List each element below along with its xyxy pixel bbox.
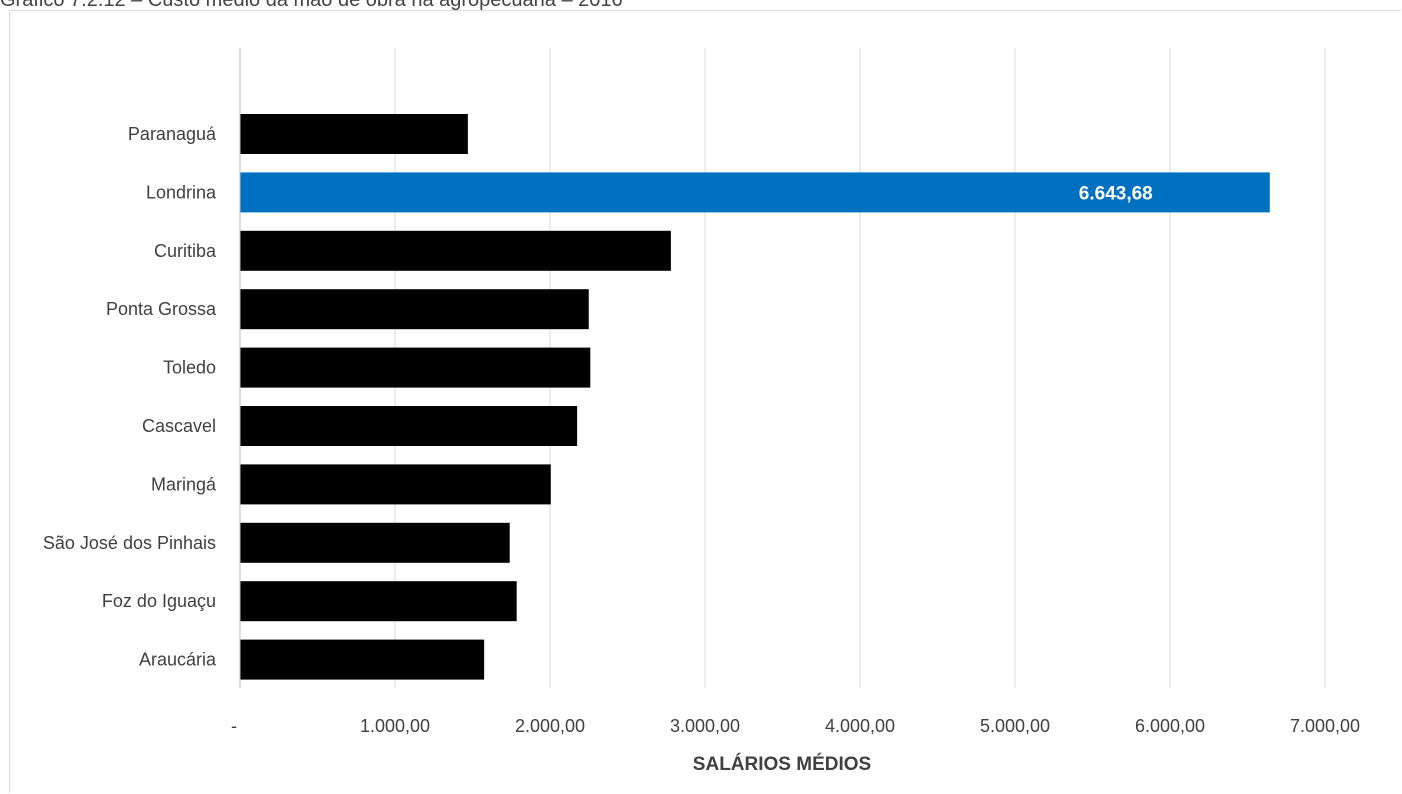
category-label: Maringá (151, 474, 217, 494)
x-tick-label: 2.000,00 (515, 716, 585, 736)
chart-frame (9, 10, 1401, 793)
bar (240, 464, 551, 505)
bar (240, 172, 1270, 213)
category-label: Paranaguá (128, 124, 217, 144)
category-label: Foz do Iguaçu (102, 591, 216, 611)
x-tick-label: 1.000,00 (360, 716, 430, 736)
bar (240, 347, 591, 388)
data-labels: 6.643,68 (1079, 183, 1153, 204)
category-label: Toledo (163, 358, 216, 378)
bar (240, 581, 517, 622)
x-tick-label: 7.000,00 (1290, 716, 1360, 736)
bar (240, 114, 468, 154)
category-label: Curitiba (154, 241, 217, 261)
x-axis-title: SALÁRIOS MÉDIOS (693, 753, 871, 775)
category-label: Londrina (146, 182, 217, 202)
x-tick-label: 4.000,00 (825, 716, 895, 736)
x-tick-label: 5.000,00 (980, 716, 1050, 736)
bar (240, 289, 589, 330)
category-label: Araucária (139, 650, 217, 670)
category-labels: Paranaguá Londrina Curitiba Ponta Grossa Tol… (43, 124, 217, 670)
x-tick-label: 3.000,00 (670, 716, 740, 736)
bar (240, 522, 510, 563)
category-label: Ponta Grossa (106, 299, 217, 319)
category-label: Cascavel (142, 416, 216, 436)
data-label: 6.643,68 (1079, 183, 1153, 204)
x-tick-label: 6.000,00 (1135, 716, 1205, 736)
bar (240, 230, 671, 271)
category-label: São José dos Pinhais (43, 533, 216, 553)
bars (240, 114, 1270, 680)
bar (240, 639, 485, 680)
x-tick-label: - (231, 716, 237, 736)
chart-title: Gráfico 7.2.12 – Custo médio da mão de o… (0, 0, 623, 11)
tick-labels: - 1.000,00 2.000,00 3.000,00 4.000,00 5.000,0… (231, 716, 1360, 736)
bar (240, 406, 578, 446)
